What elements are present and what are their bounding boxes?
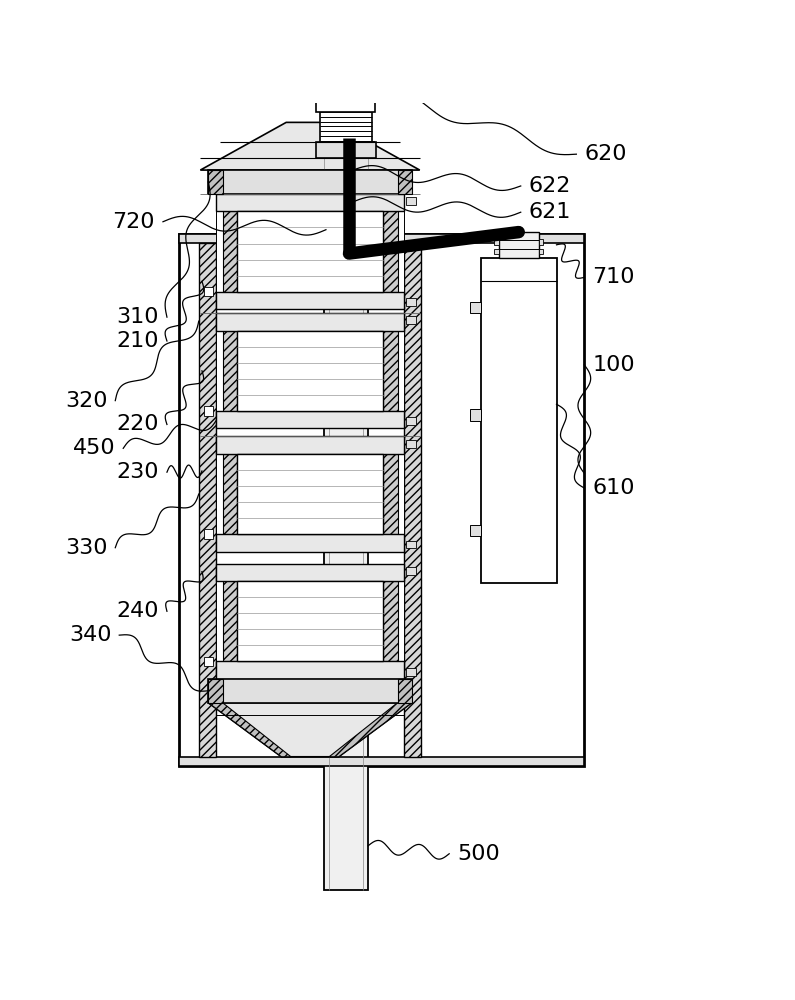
- Bar: [398, 211, 404, 292]
- Bar: [216, 211, 223, 292]
- Bar: [208, 170, 223, 194]
- Bar: [406, 417, 416, 425]
- Text: 500: 500: [457, 844, 500, 864]
- Bar: [470, 302, 481, 313]
- Bar: [208, 679, 412, 703]
- Text: 210: 210: [117, 331, 159, 351]
- Bar: [216, 581, 223, 661]
- Bar: [237, 454, 383, 534]
- Bar: [204, 406, 213, 416]
- Bar: [216, 661, 404, 679]
- Bar: [538, 249, 543, 254]
- Bar: [316, 95, 375, 112]
- Bar: [204, 657, 213, 666]
- Bar: [406, 440, 416, 448]
- Bar: [470, 409, 481, 420]
- Polygon shape: [208, 703, 412, 757]
- Bar: [199, 243, 216, 757]
- Bar: [216, 454, 223, 534]
- Text: 310: 310: [117, 307, 159, 327]
- Bar: [208, 170, 412, 194]
- Bar: [208, 679, 223, 703]
- Text: 610: 610: [592, 478, 634, 498]
- Text: 622: 622: [529, 176, 571, 196]
- Bar: [223, 581, 237, 661]
- Text: 320: 320: [65, 391, 107, 411]
- Bar: [324, 230, 368, 890]
- Bar: [383, 581, 398, 661]
- Bar: [179, 234, 584, 766]
- Bar: [538, 239, 543, 245]
- Polygon shape: [329, 703, 412, 757]
- Text: 220: 220: [117, 414, 159, 434]
- Bar: [398, 454, 404, 534]
- Bar: [406, 567, 416, 575]
- Bar: [216, 292, 404, 309]
- Bar: [494, 239, 499, 245]
- Bar: [404, 243, 421, 757]
- Bar: [204, 529, 213, 539]
- Polygon shape: [208, 703, 291, 757]
- Bar: [481, 258, 556, 583]
- Bar: [383, 454, 398, 534]
- Bar: [499, 232, 538, 258]
- Text: 720: 720: [113, 212, 155, 232]
- Text: 710: 710: [592, 267, 634, 287]
- Bar: [406, 197, 416, 205]
- Bar: [216, 331, 223, 411]
- Bar: [406, 541, 416, 548]
- Polygon shape: [200, 122, 420, 170]
- Text: 450: 450: [72, 438, 115, 458]
- Text: 240: 240: [117, 601, 159, 621]
- Text: 621: 621: [529, 202, 571, 222]
- Text: 620: 620: [584, 144, 626, 164]
- Bar: [204, 287, 213, 296]
- Bar: [179, 234, 584, 243]
- Bar: [223, 211, 237, 292]
- Text: 340: 340: [69, 625, 111, 645]
- Bar: [320, 112, 372, 142]
- Bar: [216, 564, 404, 581]
- Bar: [318, 142, 374, 277]
- Bar: [398, 581, 404, 661]
- Bar: [383, 211, 398, 292]
- Bar: [223, 454, 237, 534]
- Bar: [179, 757, 584, 766]
- Bar: [406, 316, 416, 324]
- Bar: [398, 679, 412, 703]
- Bar: [316, 142, 376, 158]
- Bar: [216, 534, 404, 552]
- Bar: [406, 668, 416, 676]
- Text: 100: 100: [592, 355, 635, 375]
- Bar: [237, 211, 383, 292]
- Bar: [216, 313, 404, 331]
- Bar: [470, 525, 481, 536]
- Bar: [398, 331, 404, 411]
- Bar: [216, 194, 404, 211]
- Bar: [216, 411, 404, 428]
- Bar: [237, 331, 383, 411]
- Bar: [237, 581, 383, 661]
- Bar: [406, 298, 416, 306]
- Bar: [494, 249, 499, 254]
- Bar: [383, 331, 398, 411]
- Bar: [398, 170, 412, 194]
- Text: 230: 230: [117, 462, 159, 482]
- Bar: [223, 331, 237, 411]
- Bar: [216, 436, 404, 454]
- Text: 330: 330: [65, 538, 107, 558]
